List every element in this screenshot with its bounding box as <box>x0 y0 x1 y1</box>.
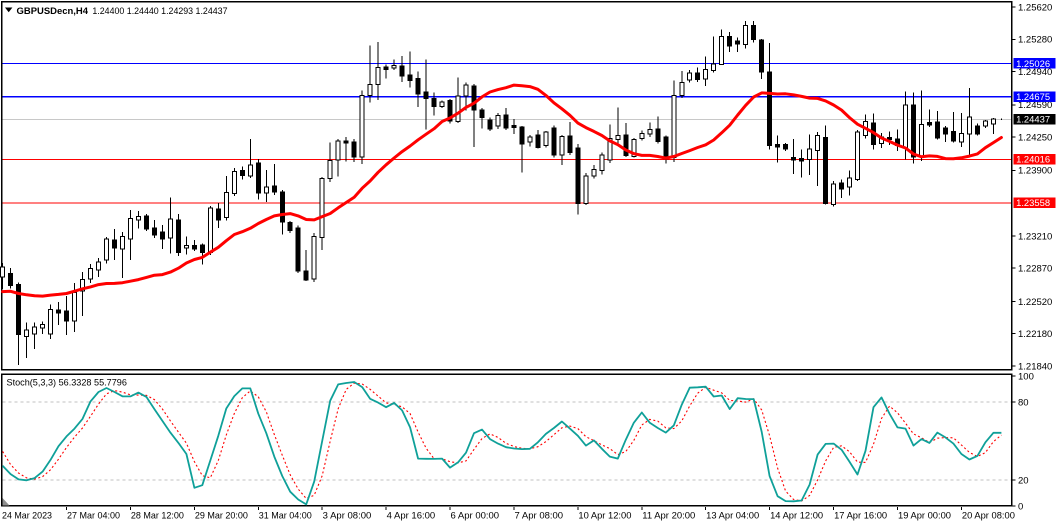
svg-text:4 Apr 16:00: 4 Apr 16:00 <box>387 511 436 521</box>
svg-text:1.24016: 1.24016 <box>1016 155 1050 165</box>
svg-text:0: 0 <box>1018 501 1023 512</box>
svg-text:1.22870: 1.22870 <box>1018 264 1052 275</box>
svg-text:GBPUSDecn,H4: GBPUSDecn,H4 <box>17 6 89 17</box>
svg-text:6 Apr 00:00: 6 Apr 00:00 <box>451 511 500 521</box>
svg-text:20 Apr 08:00: 20 Apr 08:00 <box>962 511 1015 521</box>
svg-text:27 Mar 04:00: 27 Mar 04:00 <box>67 511 120 521</box>
svg-text:10 Apr 12:00: 10 Apr 12:00 <box>578 511 631 521</box>
svg-text:11 Apr 20:00: 11 Apr 20:00 <box>642 511 695 521</box>
svg-text:19 Apr 00:00: 19 Apr 00:00 <box>898 511 951 521</box>
svg-text:Stoch(5,3,3) 56.3328 55.7796: Stoch(5,3,3) 56.3328 55.7796 <box>7 378 127 388</box>
svg-text:1.24940: 1.24940 <box>1018 67 1052 78</box>
svg-text:13 Apr 04:00: 13 Apr 04:00 <box>706 511 759 521</box>
svg-text:29 Mar 20:00: 29 Mar 20:00 <box>195 511 248 521</box>
svg-text:1.25280: 1.25280 <box>1018 35 1052 46</box>
svg-text:1.24675: 1.24675 <box>1016 92 1050 102</box>
svg-text:1.24437: 1.24437 <box>1016 115 1050 125</box>
svg-text:1.21840: 1.21840 <box>1018 361 1052 372</box>
svg-text:1.23558: 1.23558 <box>1016 198 1050 208</box>
svg-text:1.22180: 1.22180 <box>1018 329 1052 340</box>
svg-text:17 Apr 16:00: 17 Apr 16:00 <box>834 511 887 521</box>
svg-text:1.25026: 1.25026 <box>1016 59 1050 69</box>
svg-text:1.23900: 1.23900 <box>1018 166 1052 177</box>
svg-text:1.24590: 1.24590 <box>1018 100 1052 111</box>
svg-text:28 Mar 12:00: 28 Mar 12:00 <box>131 511 184 521</box>
svg-text:31 Mar 04:00: 31 Mar 04:00 <box>259 511 312 521</box>
svg-text:1.24400 1.24440 1.24293 1.2443: 1.24400 1.24440 1.24293 1.24437 <box>92 6 227 16</box>
svg-text:1.24250: 1.24250 <box>1018 133 1052 144</box>
svg-text:7 Apr 08:00: 7 Apr 08:00 <box>515 511 564 521</box>
svg-text:24 Mar 2023: 24 Mar 2023 <box>2 511 52 521</box>
svg-text:1.22520: 1.22520 <box>1018 297 1052 308</box>
svg-text:80: 80 <box>1018 397 1029 408</box>
svg-text:100: 100 <box>1018 371 1034 382</box>
svg-text:14 Apr 12:00: 14 Apr 12:00 <box>770 511 823 521</box>
svg-text:20: 20 <box>1018 475 1029 486</box>
svg-text:1.23210: 1.23210 <box>1018 231 1052 242</box>
svg-text:1.25620: 1.25620 <box>1018 2 1052 13</box>
svg-text:3 Apr 08:00: 3 Apr 08:00 <box>323 511 372 521</box>
